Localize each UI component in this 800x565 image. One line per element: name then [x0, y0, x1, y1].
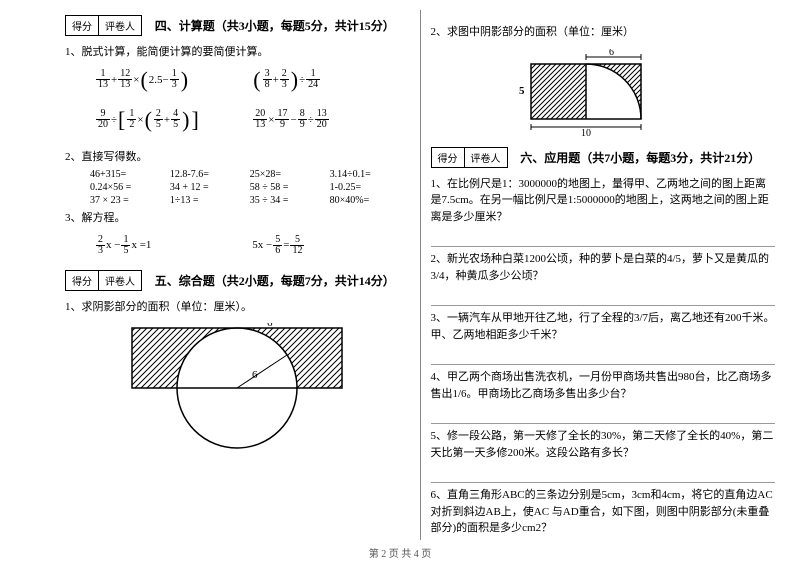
cell: 3.14÷0.1= — [330, 169, 410, 180]
expr-1b: (38 + 23) ÷ 124 — [252, 69, 409, 91]
page-footer: 第 2 页 共 4 页 — [0, 545, 800, 560]
cell: 46+315= — [90, 169, 170, 180]
sec4-q1: 1、脱式计算，能简便计算的要简便计算。 — [65, 44, 410, 61]
cell: 12.8-7.6= — [170, 169, 250, 180]
fig2-h-label: 5 — [519, 85, 525, 97]
grader-label: 评卷人 — [99, 271, 141, 290]
cell: 35 ÷ 34 = — [250, 195, 330, 206]
figure-circle-shadow: 6 6 — [122, 323, 352, 453]
cell: 80×40%= — [330, 195, 410, 206]
expr-1a: 113 + 1213 × (2.5−13) — [95, 69, 252, 91]
sec5-q1: 1、求阴影部分的面积（单位：厘米）。 — [65, 299, 410, 316]
grader-label: 评卷人 — [465, 148, 507, 167]
cell: 1÷13 = — [170, 195, 250, 206]
score-label: 得分 — [66, 271, 99, 290]
grid-row-2: 37 × 23 = 1÷13 = 35 ÷ 34 = 80×40%= — [65, 195, 410, 206]
score-box-sec4: 得分 评卷人 — [65, 15, 142, 36]
expr-3b: 5x − 56 = 512 — [252, 235, 409, 256]
cell: 25×28= — [250, 169, 330, 180]
cell: 1-0.25= — [330, 182, 410, 193]
sec5-q2: 2、求图中阴影部分的面积（单位：厘米） — [431, 24, 776, 41]
grid-row-0: 46+315= 12.8-7.6= 25×28= 3.14÷0.1= — [65, 169, 410, 180]
grader-label: 评卷人 — [99, 16, 141, 35]
sec6-q6: 6、直角三角形ABC的三条边分别是5cm，3cm和4cm，将它的直角边AC对折到… — [431, 487, 776, 537]
sec4-q2: 2、直接写得数。 — [65, 149, 410, 166]
expr-row-2: 920 ÷ [12×(25+45)] 2013×179−89÷1320 — [65, 109, 410, 131]
expr-3a: 23 x − 15 x =1 — [95, 235, 252, 256]
sec6-q4: 4、甲乙两个商场出售洗衣机，一月份甲商场共售出980台，比乙商场多售出1/6。甲… — [431, 369, 776, 402]
score-label: 得分 — [66, 16, 99, 35]
section5-title: 五、综合题（共2小题，每题7分，共计14分） — [155, 272, 395, 289]
grid-row-1: 0.24×56 = 34 + 12 = 58 ÷ 58 = 1-0.25= — [65, 182, 410, 193]
fig1-top-label: 6 — [267, 323, 273, 329]
answer-line — [431, 353, 776, 365]
cell: 58 ÷ 58 = — [250, 182, 330, 193]
sec6-q2: 2、新光农场种白菜1200公顷，种的萝卜是白菜的4/5，萝卜又是黄瓜的3/4，种… — [431, 251, 776, 284]
score-box-sec5: 得分 评卷人 — [65, 270, 142, 291]
expr-2a: 920 ÷ [12×(25+45)] — [95, 109, 252, 131]
section4-title: 四、计算题（共3小题，每题5分，共计15分） — [155, 17, 395, 34]
fig1-r-label: 6 — [252, 369, 258, 381]
score-box-sec6: 得分 评卷人 — [431, 147, 508, 168]
section6-title: 六、应用题（共7小题，每题3分，共计21分） — [520, 149, 760, 166]
sec6-q3: 3、一辆汽车从甲地开往乙地，行了全程的3/7后，离乙地还有200千米。甲、乙两地… — [431, 310, 776, 343]
sec6-q5: 5、修一段公路，第一天修了全长的30%，第二天修了全长的40%，第二天比第一天多… — [431, 428, 776, 461]
fig2-top-label: 6 — [609, 49, 614, 58]
figure-fan-shadow: 6 10 5 — [501, 49, 681, 139]
expr-row-3: 23 x − 15 x =1 5x − 56 = 512 — [65, 235, 410, 256]
answer-line — [431, 235, 776, 247]
cell: 0.24×56 = — [90, 182, 170, 193]
expr-2b: 2013×179−89÷1320 — [252, 109, 409, 131]
cell: 37 × 23 = — [90, 195, 170, 206]
answer-line — [431, 471, 776, 483]
expr-row-1: 113 + 1213 × (2.5−13) (38 + 23) ÷ 124 — [65, 69, 410, 91]
score-label: 得分 — [432, 148, 465, 167]
cell: 34 + 12 = — [170, 182, 250, 193]
answer-line — [431, 294, 776, 306]
sec4-q3: 3、解方程。 — [65, 210, 410, 227]
fig2-w-label: 10 — [581, 128, 591, 139]
sec6-q1: 1、在比例尺是1：3000000的地图上，量得甲、乙两地之间的图上距离是7.5c… — [431, 176, 776, 226]
answer-line — [431, 412, 776, 424]
